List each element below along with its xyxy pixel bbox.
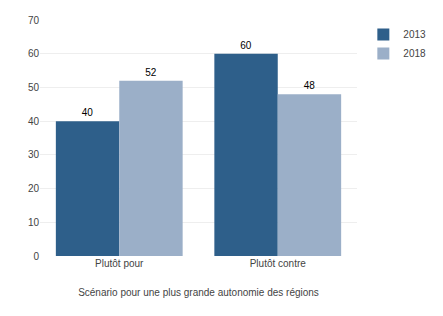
svg-text:Plutôt pour: Plutôt pour (95, 258, 144, 269)
svg-text:2013: 2013 (403, 29, 426, 40)
svg-text:10: 10 (28, 217, 40, 228)
svg-text:70: 70 (28, 15, 40, 26)
svg-text:60: 60 (240, 40, 252, 51)
svg-text:50: 50 (28, 82, 40, 93)
svg-text:40: 40 (82, 107, 94, 118)
svg-text:60: 60 (28, 48, 40, 59)
svg-text:20: 20 (28, 183, 40, 194)
svg-text:Scénario pour une plus grande: Scénario pour une plus grande autonomie … (78, 287, 319, 298)
svg-text:40: 40 (28, 116, 40, 127)
svg-text:0: 0 (33, 251, 39, 262)
svg-text:30: 30 (28, 149, 40, 160)
svg-text:52: 52 (145, 67, 157, 78)
svg-text:2018: 2018 (403, 48, 426, 59)
svg-text:48: 48 (304, 80, 316, 91)
svg-text:Plutôt contre: Plutôt contre (250, 258, 307, 269)
